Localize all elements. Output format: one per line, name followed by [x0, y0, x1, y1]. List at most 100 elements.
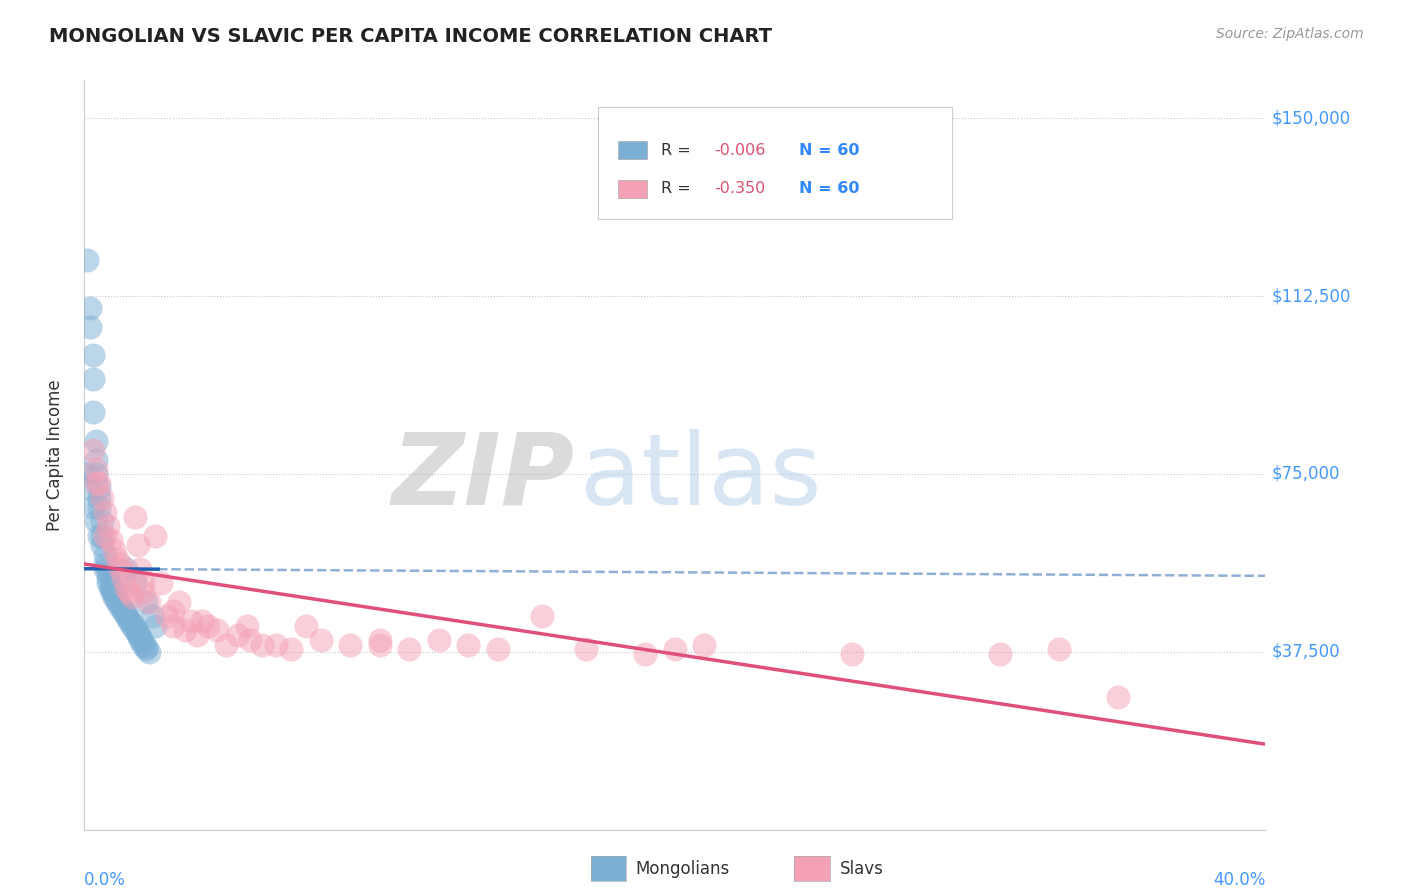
Point — [150, 576, 173, 591]
Point — [121, 590, 143, 604]
Text: Slavs: Slavs — [839, 860, 883, 878]
Point — [94, 528, 117, 542]
Point — [82, 500, 104, 514]
Point — [207, 624, 229, 638]
Point — [97, 519, 120, 533]
Point — [124, 621, 146, 635]
Point — [129, 631, 152, 645]
Point — [124, 576, 146, 591]
Text: atlas: atlas — [581, 429, 823, 526]
Point — [94, 505, 117, 519]
Point — [114, 607, 136, 621]
Point — [84, 462, 107, 476]
Point — [87, 476, 111, 491]
Point — [82, 405, 104, 419]
Point — [180, 614, 202, 628]
Text: $112,500: $112,500 — [1271, 287, 1351, 305]
Point — [97, 576, 120, 591]
Point — [87, 500, 111, 514]
Point — [266, 638, 288, 652]
Point — [105, 595, 128, 609]
Point — [87, 481, 111, 495]
Text: -0.006: -0.006 — [714, 143, 765, 158]
Point — [100, 581, 122, 595]
Point — [84, 434, 107, 448]
Text: N = 60: N = 60 — [799, 143, 859, 158]
Point — [91, 528, 114, 542]
Point — [138, 645, 160, 659]
Text: $37,500: $37,500 — [1271, 643, 1340, 661]
Point — [91, 514, 114, 528]
Point — [197, 618, 219, 632]
Point — [132, 585, 155, 599]
Point — [94, 562, 117, 576]
Point — [111, 602, 134, 616]
Point — [79, 319, 101, 334]
Point — [127, 628, 149, 642]
Point — [295, 618, 318, 632]
Point — [82, 372, 104, 386]
Text: $75,000: $75,000 — [1271, 465, 1340, 483]
Point — [143, 618, 166, 632]
Point — [91, 491, 114, 505]
Point — [82, 348, 104, 362]
Point — [118, 614, 141, 628]
Point — [103, 588, 125, 602]
Text: R =: R = — [661, 143, 696, 158]
Point — [111, 604, 134, 618]
Text: R =: R = — [661, 181, 696, 196]
Point — [132, 638, 155, 652]
Point — [100, 533, 122, 548]
Point — [135, 640, 157, 654]
Point — [97, 571, 120, 585]
Point — [239, 632, 262, 647]
Text: ZIP: ZIP — [391, 429, 575, 526]
Y-axis label: Per Capita Income: Per Capita Income — [45, 379, 63, 531]
Point — [988, 647, 1011, 661]
Point — [339, 638, 361, 652]
Point — [127, 625, 149, 640]
Text: Mongolians: Mongolians — [636, 860, 730, 878]
Point — [124, 509, 146, 524]
Point — [84, 476, 107, 491]
Point — [108, 599, 131, 614]
Point — [162, 604, 184, 618]
Point — [111, 571, 134, 585]
Point — [79, 301, 101, 315]
Point — [156, 609, 179, 624]
Point — [108, 562, 131, 576]
Point — [143, 528, 166, 542]
Point — [76, 253, 98, 268]
Point — [118, 611, 141, 625]
Point — [226, 628, 249, 642]
Point — [398, 642, 420, 657]
Point — [121, 618, 143, 632]
Point — [1047, 642, 1070, 657]
Point — [162, 618, 184, 632]
Point — [114, 609, 136, 624]
Point — [87, 528, 111, 542]
Point — [167, 595, 190, 609]
Point — [103, 542, 125, 557]
Point — [138, 595, 160, 609]
Point — [82, 443, 104, 458]
Point — [250, 638, 273, 652]
Point — [693, 638, 716, 652]
Point — [127, 538, 149, 552]
Point — [108, 557, 131, 571]
FancyBboxPatch shape — [619, 180, 647, 198]
Point — [129, 632, 152, 647]
Point — [100, 583, 122, 598]
Point — [103, 590, 125, 604]
Point — [427, 632, 450, 647]
Point — [457, 638, 479, 652]
Point — [84, 514, 107, 528]
Text: -0.350: -0.350 — [714, 181, 765, 196]
Text: Source: ZipAtlas.com: Source: ZipAtlas.com — [1216, 27, 1364, 41]
Point — [280, 642, 302, 657]
Point — [215, 638, 238, 652]
Point — [79, 481, 101, 495]
Point — [97, 566, 120, 581]
Point — [309, 632, 332, 647]
Point — [236, 618, 259, 632]
